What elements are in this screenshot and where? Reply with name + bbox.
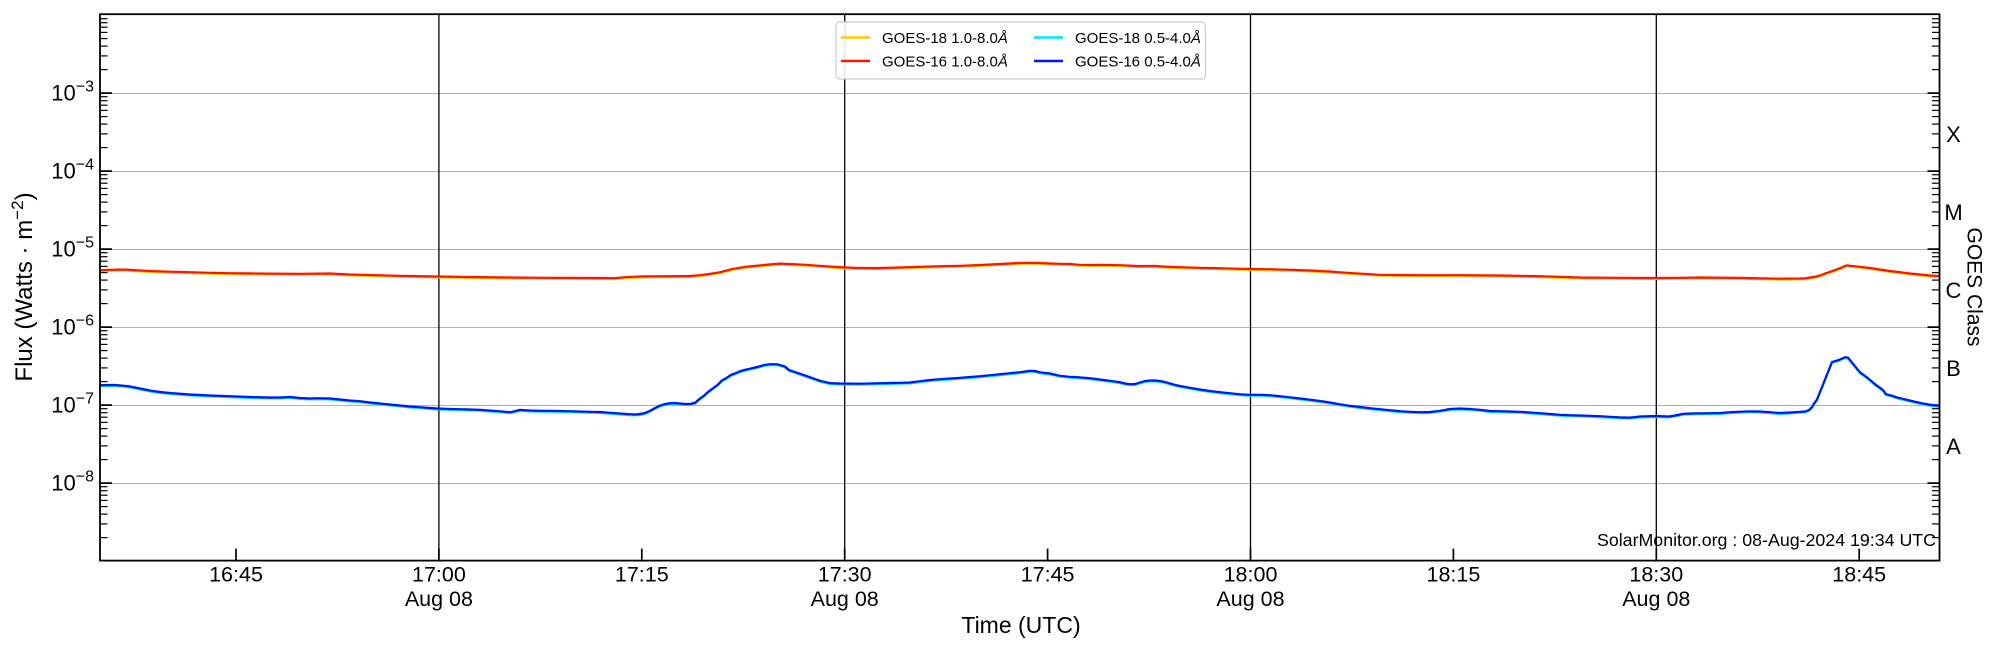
svg-text:B: B [1946,356,1961,381]
svg-text:GOES-18 0.5-4.0Å: GOES-18 0.5-4.0Å [1075,30,1201,47]
svg-text:Aug 08: Aug 08 [405,587,473,611]
svg-text:A: A [1946,434,1961,459]
svg-text:GOES-18 1.0-8.0Å: GOES-18 1.0-8.0Å [882,30,1008,47]
svg-text:10−8: 10−8 [51,469,94,496]
svg-text:18:00: 18:00 [1224,563,1278,587]
svg-text:10−4: 10−4 [51,157,94,184]
svg-text:18:45: 18:45 [1832,563,1886,587]
svg-text:X: X [1946,122,1961,147]
svg-text:Flux (Watts · m−2): Flux (Watts · m−2) [8,192,38,381]
svg-text:10−3: 10−3 [51,79,94,106]
svg-text:18:30: 18:30 [1629,563,1683,587]
svg-text:C: C [1946,278,1962,303]
svg-text:Aug 08: Aug 08 [811,587,879,611]
svg-text:17:00: 17:00 [412,563,466,587]
svg-text:GOES Class: GOES Class [1963,227,1986,346]
svg-text:10−5: 10−5 [51,235,94,262]
svg-text:Aug 08: Aug 08 [1216,587,1284,611]
svg-text:GOES-16 1.0-8.0Å: GOES-16 1.0-8.0Å [882,54,1008,71]
svg-text:SolarMonitor.org : 08-Aug-2024: SolarMonitor.org : 08-Aug-2024 19:34 UTC [1597,530,1936,550]
svg-text:18:15: 18:15 [1426,563,1480,587]
svg-text:17:15: 17:15 [615,563,669,587]
svg-text:10−6: 10−6 [51,313,94,340]
svg-text:M: M [1944,200,1962,225]
svg-text:GOES-16 0.5-4.0Å: GOES-16 0.5-4.0Å [1075,54,1201,71]
svg-text:17:30: 17:30 [818,563,872,587]
svg-text:Time (UTC): Time (UTC) [961,612,1080,638]
svg-text:Aug 08: Aug 08 [1622,587,1690,611]
svg-text:16:45: 16:45 [209,563,263,587]
svg-text:17:45: 17:45 [1021,563,1075,587]
svg-text:10−7: 10−7 [51,391,94,418]
